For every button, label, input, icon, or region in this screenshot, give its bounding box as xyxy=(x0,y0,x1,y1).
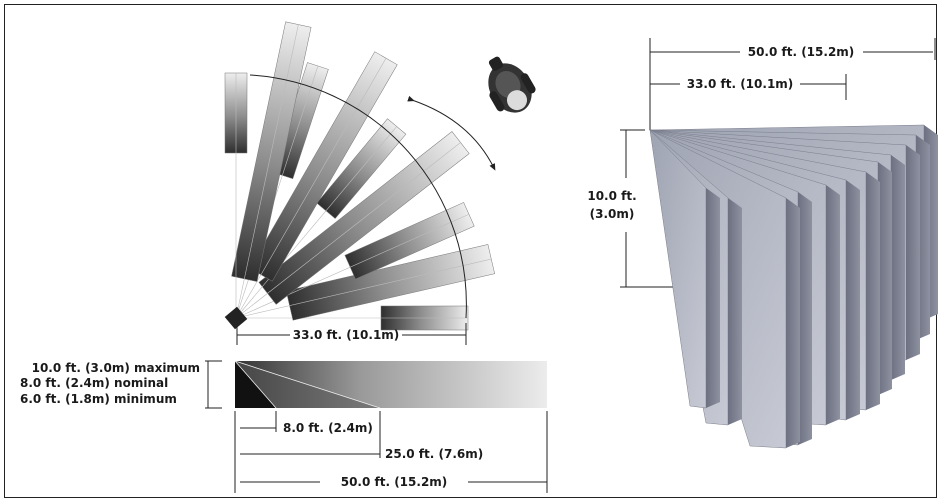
top-radius-label: 33.0 ft. (10.1m) xyxy=(293,328,400,342)
perspective-width-far-label: 50.0 ft. (15.2m) xyxy=(748,45,855,59)
height-min-label: 6.0 ft. (1.8m) minimum xyxy=(20,392,177,406)
side-view: 10.0 ft. (3.0m) maximum 8.0 ft. (2.4m) n… xyxy=(20,360,548,493)
perspective-panel-edge xyxy=(706,188,720,408)
top-view-fan xyxy=(224,21,495,331)
height-max-label: 10.0 ft. (3.0m) maximum xyxy=(32,361,200,375)
detection-zone-beam xyxy=(235,118,407,319)
perspective-panel-edge xyxy=(786,198,800,448)
top-radius-dimension: 33.0 ft. (10.1m) xyxy=(236,323,467,345)
perspective-view: 50.0 ft. (15.2m) 33.0 ft. (10.1m) 10.0 f… xyxy=(587,38,938,449)
person-icon xyxy=(488,56,536,113)
detection-zone-beam xyxy=(235,51,398,319)
perspective-panels xyxy=(649,124,938,449)
perspective-panel-edge xyxy=(906,145,920,360)
perspective-panel-edge xyxy=(846,180,860,420)
detection-zone-beam xyxy=(235,244,495,321)
perspective-panel-edge xyxy=(728,198,742,425)
perspective-panel-edge xyxy=(878,162,892,395)
perspective-panel-edge xyxy=(798,192,812,445)
perspective-panel-edge xyxy=(826,185,840,425)
sensor-origin xyxy=(224,306,248,330)
detection-zone-beam xyxy=(224,72,248,318)
perspective-panel-edge xyxy=(891,155,905,380)
perspective-panel-edge xyxy=(866,172,880,410)
dim-mid-label: 25.0 ft. (7.6m) xyxy=(385,447,483,461)
detection-zone-beam xyxy=(231,21,312,319)
dim-near-label: 8.0 ft. (2.4m) xyxy=(283,421,373,435)
perspective-height-label-1: 10.0 ft. xyxy=(587,189,636,203)
motion-arrow-icon xyxy=(407,95,496,171)
dim-far-label: 50.0 ft. (15.2m) xyxy=(341,475,448,489)
height-nominal-label: 8.0 ft. (2.4m) nominal xyxy=(20,376,168,390)
detection-zone-beam xyxy=(236,305,469,331)
perspective-height-label-2: (3.0m) xyxy=(590,207,635,221)
perspective-width-near-label: 33.0 ft. (10.1m) xyxy=(687,77,794,91)
